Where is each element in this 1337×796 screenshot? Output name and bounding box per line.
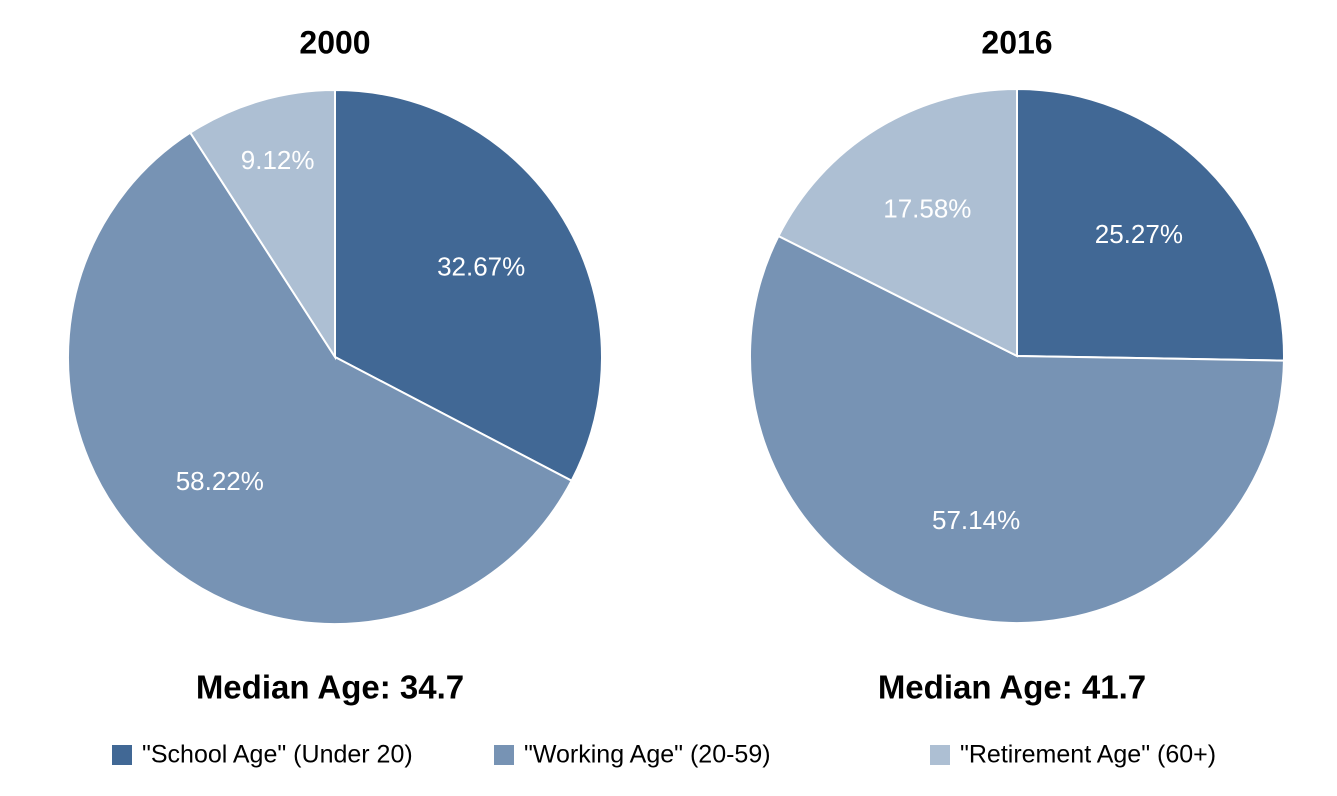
legend-label: "Working Age" (20-59) bbox=[524, 741, 771, 769]
value-label: 58.22% bbox=[176, 466, 264, 496]
legend-swatch bbox=[930, 745, 950, 765]
pie-slice bbox=[188, 88, 336, 361]
value-label: 57.14% bbox=[932, 505, 1020, 535]
legend-label: "School Age" (Under 20) bbox=[142, 741, 413, 769]
value-label: 25.27% bbox=[1095, 219, 1183, 249]
value-label: 32.67% bbox=[437, 251, 525, 281]
pie-slice bbox=[1016, 87, 1285, 362]
legend-swatch bbox=[112, 745, 132, 765]
pie-slice bbox=[749, 234, 1285, 624]
pie-slice bbox=[67, 131, 573, 625]
value-label: 17.58% bbox=[883, 193, 971, 223]
legend-label: "Retirement Age" (60+) bbox=[960, 741, 1216, 769]
annotation: Median Age: 34.7 bbox=[196, 669, 464, 706]
pie-slice bbox=[777, 87, 1018, 358]
legend-swatch bbox=[494, 745, 514, 765]
chart-title: 2000 bbox=[299, 24, 370, 60]
value-label: 9.12% bbox=[241, 145, 315, 175]
chart-title: 2016 bbox=[981, 24, 1052, 60]
pie-slice bbox=[334, 88, 603, 483]
annotation: Median Age: 41.7 bbox=[878, 669, 1146, 706]
